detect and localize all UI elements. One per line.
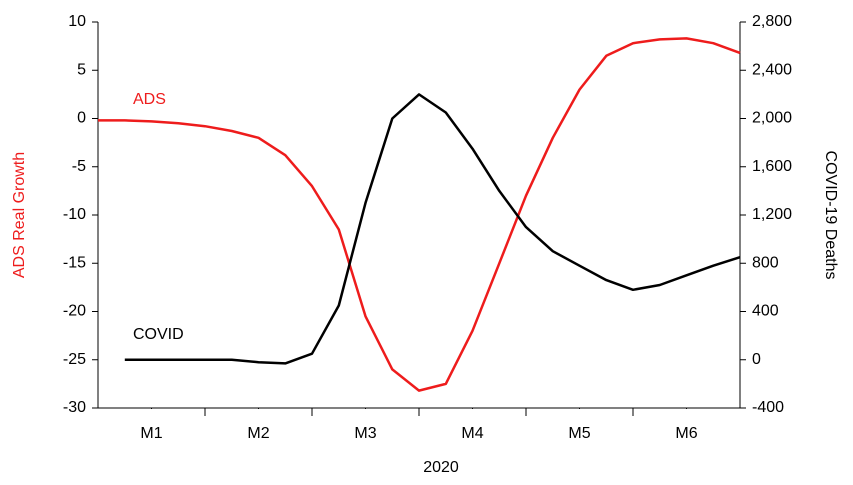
y-tick-label: -15 <box>63 254 86 271</box>
y2-tick-label: -400 <box>752 399 784 416</box>
y-tick-label: -25 <box>63 351 86 368</box>
x-tick-label: M3 <box>354 425 376 442</box>
y2-tick-label: 400 <box>752 303 779 320</box>
y-tick-label: -5 <box>72 158 86 175</box>
y2-tick-label: 1,200 <box>752 206 792 223</box>
x-axis-label: 2020 <box>423 459 459 476</box>
y2-tick-label: 2,400 <box>752 61 792 78</box>
y2-tick-label: 0 <box>752 351 761 368</box>
y-tick-label: 0 <box>77 110 86 127</box>
y2-tick-label: 2,000 <box>752 110 792 127</box>
y2-axis-label: COVID-19 Deaths <box>822 151 839 280</box>
y-tick-label: -30 <box>63 399 86 416</box>
legend-label: COVID <box>133 326 184 343</box>
y-tick-label: -10 <box>63 206 86 223</box>
y-tick-label: 10 <box>68 13 86 30</box>
x-tick-label: M5 <box>568 425 590 442</box>
month-boundaries <box>204 408 634 416</box>
series-line <box>98 37 741 392</box>
y2-tick-label: 800 <box>752 254 779 271</box>
y-tick-label: -20 <box>63 303 86 320</box>
legend-label: ADS <box>133 91 166 108</box>
y-tick-label: 5 <box>77 61 86 78</box>
y2-tick-label: 2,800 <box>752 13 792 30</box>
series-line <box>124 93 741 365</box>
y2-tick-label: 1,600 <box>752 158 792 175</box>
x-tick-label: M6 <box>675 425 697 442</box>
x-tick-label: M2 <box>247 425 269 442</box>
y-axis-label: ADS Real Growth <box>11 152 28 278</box>
x-tick-label: M4 <box>461 425 483 442</box>
x-tick-label: M1 <box>140 425 162 442</box>
